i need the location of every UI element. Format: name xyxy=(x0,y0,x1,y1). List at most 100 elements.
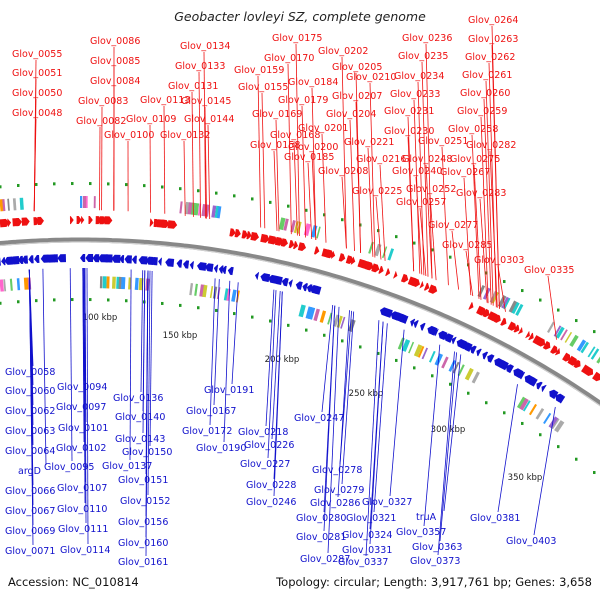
forward-leader-line xyxy=(99,126,101,211)
reverse-gene-label: Glov_0160 xyxy=(118,538,168,549)
outer-feature-band xyxy=(293,220,299,234)
reverse-gene-label: Glov_0136 xyxy=(113,393,163,404)
reverse-gene-arrow xyxy=(18,255,24,264)
inner-marker xyxy=(521,421,524,425)
forward-leader-line xyxy=(497,265,506,312)
forward-gene-arrow xyxy=(95,216,102,225)
reverse-gene-label: Glov_0167 xyxy=(186,406,236,417)
outer-marker xyxy=(143,184,146,188)
forward-leader-line xyxy=(203,51,206,219)
reverse-leader-line xyxy=(327,306,340,554)
inner-marker xyxy=(377,351,380,355)
outer-feature-band xyxy=(82,196,87,209)
reverse-gene-label: Glov_0095 xyxy=(44,462,94,473)
forward-leader-line xyxy=(369,82,376,258)
reverse-gene-label: Glov_0403 xyxy=(506,536,556,547)
forward-gene-arrow xyxy=(253,232,259,241)
forward-gene-label: Glov_0261 xyxy=(462,70,512,81)
forward-gene-arrow xyxy=(400,273,409,283)
inner-feature-band xyxy=(319,310,327,323)
reverse-gene-arrow xyxy=(138,256,148,265)
inner-feature-band xyxy=(194,283,198,296)
inner-feature-band xyxy=(441,356,449,369)
outer-feature-band-group xyxy=(0,196,600,364)
reverse-gene-arrow xyxy=(402,315,409,324)
forward-leader-line xyxy=(425,164,433,279)
reverse-gene-arrow xyxy=(528,376,538,387)
reverse-gene-arrow xyxy=(54,254,58,263)
inner-feature-band xyxy=(340,316,346,329)
reverse-gene-label: Glov_0226 xyxy=(244,440,294,451)
forward-gene-arrow xyxy=(554,348,560,356)
outer-marker xyxy=(53,182,56,186)
outer-feature-band xyxy=(497,295,507,308)
reverse-gene-arrow xyxy=(430,327,438,336)
outer-feature-band xyxy=(303,223,311,236)
reverse-leader-line xyxy=(443,354,462,512)
forward-gene-label: Glov_0202 xyxy=(318,46,368,57)
reverse-gene-arrow xyxy=(410,318,416,327)
outer-feature-band xyxy=(193,203,200,216)
forward-gene-arrow xyxy=(419,280,424,289)
reverse-leader-line xyxy=(86,267,89,545)
forward-gene-label: Glov_0233 xyxy=(390,89,440,100)
reverse-gene-label: Glov_0278 xyxy=(312,465,362,476)
reverse-label-group: Glov_0058Glov_0060Glov_0062Glov_0063Glov… xyxy=(5,267,556,568)
forward-gene-label: Glov_0282 xyxy=(466,140,516,151)
reverse-gene-label: Glov_0280 xyxy=(296,513,346,524)
forward-gene-label: Glov_0252 xyxy=(406,184,456,195)
outer-marker xyxy=(269,200,272,204)
inner-feature-band xyxy=(421,347,429,360)
reverse-gene-label: Glov_0247 xyxy=(294,413,344,424)
forward-leader-line xyxy=(489,150,498,308)
inner-feature-band xyxy=(202,284,208,298)
forward-gene-label: Glov_0132 xyxy=(160,130,210,141)
reverse-leader-line xyxy=(42,268,47,466)
forward-gene-label: Glov_0236 xyxy=(402,33,452,44)
inner-marker xyxy=(197,306,200,310)
reverse-gene-arrow xyxy=(21,255,29,264)
outer-feature-band xyxy=(580,341,589,354)
forward-gene-label: Glov_0240 xyxy=(392,166,442,177)
forward-leader-line xyxy=(407,136,415,272)
reverse-leader-line xyxy=(389,329,405,497)
forward-gene-label: Glov_0267 xyxy=(440,167,490,178)
reverse-gene-arrow xyxy=(40,254,50,263)
reverse-leader-line xyxy=(84,267,87,524)
outer-feature-band xyxy=(85,196,88,209)
forward-gene-label: Glov_0210 xyxy=(346,72,396,83)
inner-feature-band xyxy=(333,314,340,327)
inner-marker xyxy=(179,303,182,307)
inner-marker xyxy=(431,374,434,378)
reverse-gene-arrow xyxy=(470,345,477,354)
reverse-leader-line xyxy=(321,304,334,413)
reverse-gene-arrow xyxy=(119,255,125,264)
inner-marker xyxy=(17,300,20,304)
scale-tick-label: 250 kbp xyxy=(349,389,384,399)
outer-feature-band xyxy=(19,197,24,210)
reverse-leader-line xyxy=(533,406,556,536)
genome-backbone xyxy=(0,237,600,407)
outer-feature-band xyxy=(179,201,183,214)
forward-leader-line xyxy=(261,92,266,229)
forward-label-group: Glov_0055 Glov_0051 Glov_0050 Glov_0048 Glov… xyxy=(12,15,574,340)
reverse-gene-label: Glov_0097 xyxy=(56,402,106,413)
forward-gene-arrow xyxy=(562,352,571,362)
inner-feature-band xyxy=(471,371,480,384)
map-title: Geobacter lovleyi SZ, complete genome xyxy=(174,9,426,24)
forward-gene-label: Glov_0234 xyxy=(394,71,444,82)
outer-feature-band xyxy=(590,348,600,360)
forward-gene-label: Glov_0144 xyxy=(184,114,234,125)
reverse-leader-line xyxy=(437,351,455,556)
inner-feature-band xyxy=(118,276,122,290)
reverse-gene-arrow xyxy=(227,266,234,276)
forward-gene-arrow xyxy=(234,229,241,238)
inner-marker xyxy=(593,471,596,475)
reverse-leader-line xyxy=(439,352,457,542)
inner-feature-band xyxy=(448,359,457,372)
outer-marker xyxy=(287,204,290,208)
forward-gene-arrow xyxy=(104,216,113,225)
inner-feature-band xyxy=(212,286,218,299)
inner-marker xyxy=(107,298,110,302)
inner-marker xyxy=(557,445,560,449)
